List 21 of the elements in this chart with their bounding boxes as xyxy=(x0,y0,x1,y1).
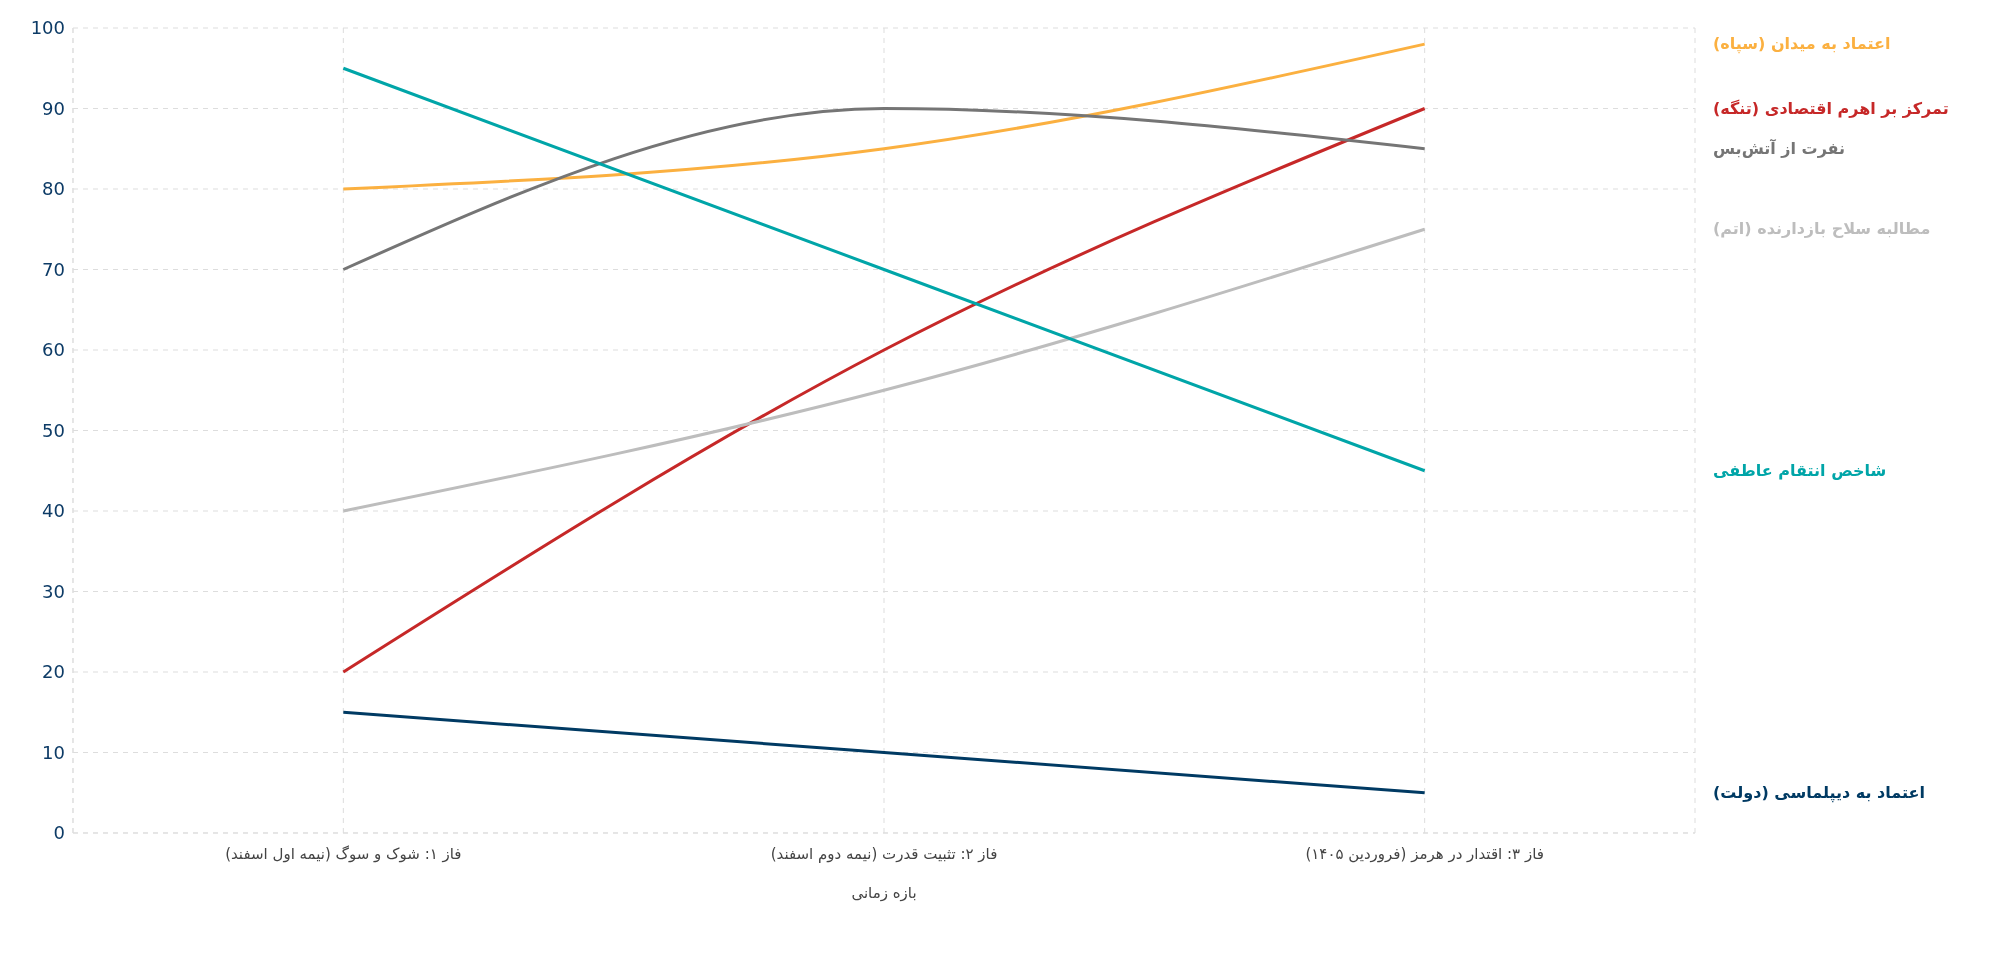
y-tick-label: 80 xyxy=(42,178,65,200)
x-tick-label: فاز ۳: اقتدار در هرمز (فروردین ۱۴۰۵) xyxy=(1305,845,1544,863)
text: اعتماد به میدان (سپاه) xyxy=(1713,34,1891,55)
text: مطالبه سلاح بازدارنده (اتم) xyxy=(1713,219,1931,239)
x-axis-title: بازه زمانی xyxy=(851,884,917,902)
y-tick-label: 60 xyxy=(42,339,65,361)
y-tick-label: 90 xyxy=(42,97,65,119)
y-tick-label: 50 xyxy=(42,419,65,441)
text: تمرکز بر اهرم اقتصادی (تنگه) xyxy=(1713,98,1949,118)
text: نفرت از آتش‌بس xyxy=(1713,137,1846,158)
y-tick-label: 30 xyxy=(42,580,65,602)
x-tick-label: فاز ۲: تثبیت قدرت (نیمه دوم اسفند) xyxy=(770,845,998,863)
x-tick-label: فاز ۱: شوک و سوگ (نیمه اول اسفند) xyxy=(225,845,462,863)
y-tick-label: 70 xyxy=(42,258,65,280)
y-tick-label: 100 xyxy=(30,17,65,39)
y-tick-label: 0 xyxy=(53,822,65,844)
text: شاخص انتقام عاطفی xyxy=(1713,460,1887,480)
y-tick-label: 40 xyxy=(42,500,65,522)
text: اعتماد به دیپلماسی (دولت) xyxy=(1713,782,1925,803)
y-tick-label: 10 xyxy=(42,741,65,763)
y-tick-label: 20 xyxy=(42,661,65,683)
